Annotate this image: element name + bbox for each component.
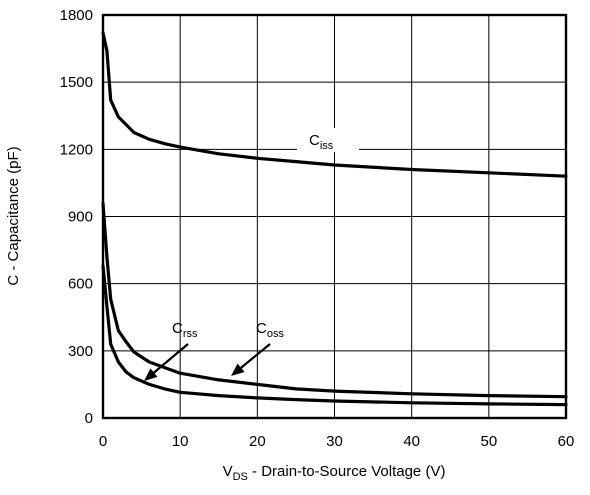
y-tick-label: 1800 (60, 7, 93, 24)
curves (101, 31, 568, 407)
x-tick-label: 40 (403, 433, 420, 450)
x-tick-label: 10 (172, 433, 189, 450)
x-tick-label: 20 (249, 433, 266, 450)
plot-frame (101, 13, 568, 420)
x-tick-label: 50 (480, 433, 497, 450)
coss-arrow-line (240, 343, 271, 369)
annotations: Ciss Crss Coss (144, 128, 359, 381)
y-tick-label: 1500 (60, 74, 93, 91)
x-axis-title-rest: - Drain-to-Source Voltage (V) (248, 463, 446, 480)
x-tick-label: 60 (558, 433, 575, 450)
y-tick-label: 900 (68, 209, 93, 226)
x-axis-title-main: V (223, 463, 233, 480)
x-axis-title: VDS - Drain-to-Source Voltage (V) (223, 463, 446, 483)
y-tick-label: 600 (68, 276, 93, 293)
x-axis-title-sub: DS (233, 471, 248, 483)
series-crss-label: Crss (172, 320, 198, 340)
series-coss-label: Coss (256, 320, 284, 340)
label-background (297, 128, 359, 152)
y-axis-title: C - Capacitance (pF) (5, 146, 22, 285)
series-ciss-line (101, 31, 568, 178)
crss-arrow-head (144, 368, 158, 381)
y-tick-label: 300 (68, 343, 93, 360)
series-coss-line (101, 201, 568, 399)
crss-arrow-line (153, 343, 189, 374)
x-tick-label: 0 (99, 433, 107, 450)
series-ciss-label: Ciss (309, 132, 334, 152)
coss-arrow-head (231, 363, 245, 376)
series-crss-line (101, 264, 568, 407)
y-tick-label: 0 (85, 410, 93, 427)
x-tick-label: 30 (326, 433, 343, 450)
y-tick-label: 1200 (60, 141, 93, 158)
